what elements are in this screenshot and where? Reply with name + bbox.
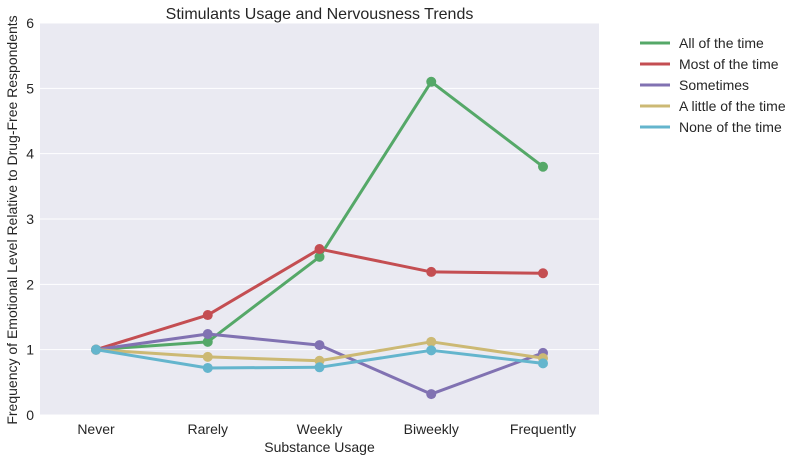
x-tick-label: Never — [77, 421, 115, 437]
y-tick-label: 3 — [26, 211, 34, 227]
data-point — [202, 351, 213, 362]
data-point — [538, 268, 548, 279]
series-group — [91, 76, 548, 400]
chart-title: Stimulants Usage and Nervousness Trends — [166, 6, 474, 23]
x-tick-label: Rarely — [188, 421, 228, 437]
data-point — [202, 310, 213, 321]
data-point — [202, 336, 213, 347]
legend-label: Sometimes — [679, 77, 749, 93]
y-tick-label: 0 — [26, 407, 34, 423]
y-tick-label: 6 — [26, 15, 34, 31]
data-point — [538, 358, 548, 369]
data-point — [314, 362, 325, 373]
legend-item: Most of the time — [640, 56, 779, 72]
data-point — [202, 328, 213, 339]
y-tick-label: 2 — [26, 276, 34, 292]
data-point — [426, 336, 437, 347]
x-tick-label: Frequently — [510, 421, 576, 437]
x-axis-label: Substance Usage — [264, 439, 375, 455]
data-point — [426, 389, 437, 400]
data-point — [314, 244, 325, 255]
y-axis-label: Frequency of Emotional Level Relative to… — [4, 15, 20, 424]
legend-item: Sometimes — [640, 77, 749, 93]
legend-item: None of the time — [640, 119, 782, 135]
y-tick-labels: 0 1 2 3 4 5 6 — [26, 15, 34, 423]
legend: All of the time Most of the time Sometimes… — [640, 35, 786, 135]
legend-item: All of the time — [640, 35, 764, 51]
x-tick-labels: Never Rarely Weekly Biweekly Frequently — [77, 421, 576, 437]
x-tick-label: Biweekly — [404, 421, 459, 437]
legend-label: Most of the time — [679, 56, 779, 72]
y-tick-label: 1 — [26, 342, 34, 358]
legend-label: A little of the time — [679, 98, 786, 114]
y-tick-label: 4 — [26, 146, 34, 162]
legend-item: A little of the time — [640, 98, 786, 114]
y-tick-label: 5 — [26, 80, 34, 96]
legend-label: All of the time — [679, 35, 764, 51]
data-point — [314, 251, 325, 262]
series-4 — [91, 344, 548, 373]
data-point — [426, 266, 437, 277]
x-tick-label: Weekly — [297, 421, 343, 437]
data-point — [314, 340, 325, 351]
data-point — [202, 362, 213, 373]
data-point — [426, 76, 437, 87]
data-point — [426, 345, 437, 356]
legend-label: None of the time — [679, 119, 782, 135]
data-point — [91, 344, 101, 355]
data-point — [538, 161, 548, 172]
